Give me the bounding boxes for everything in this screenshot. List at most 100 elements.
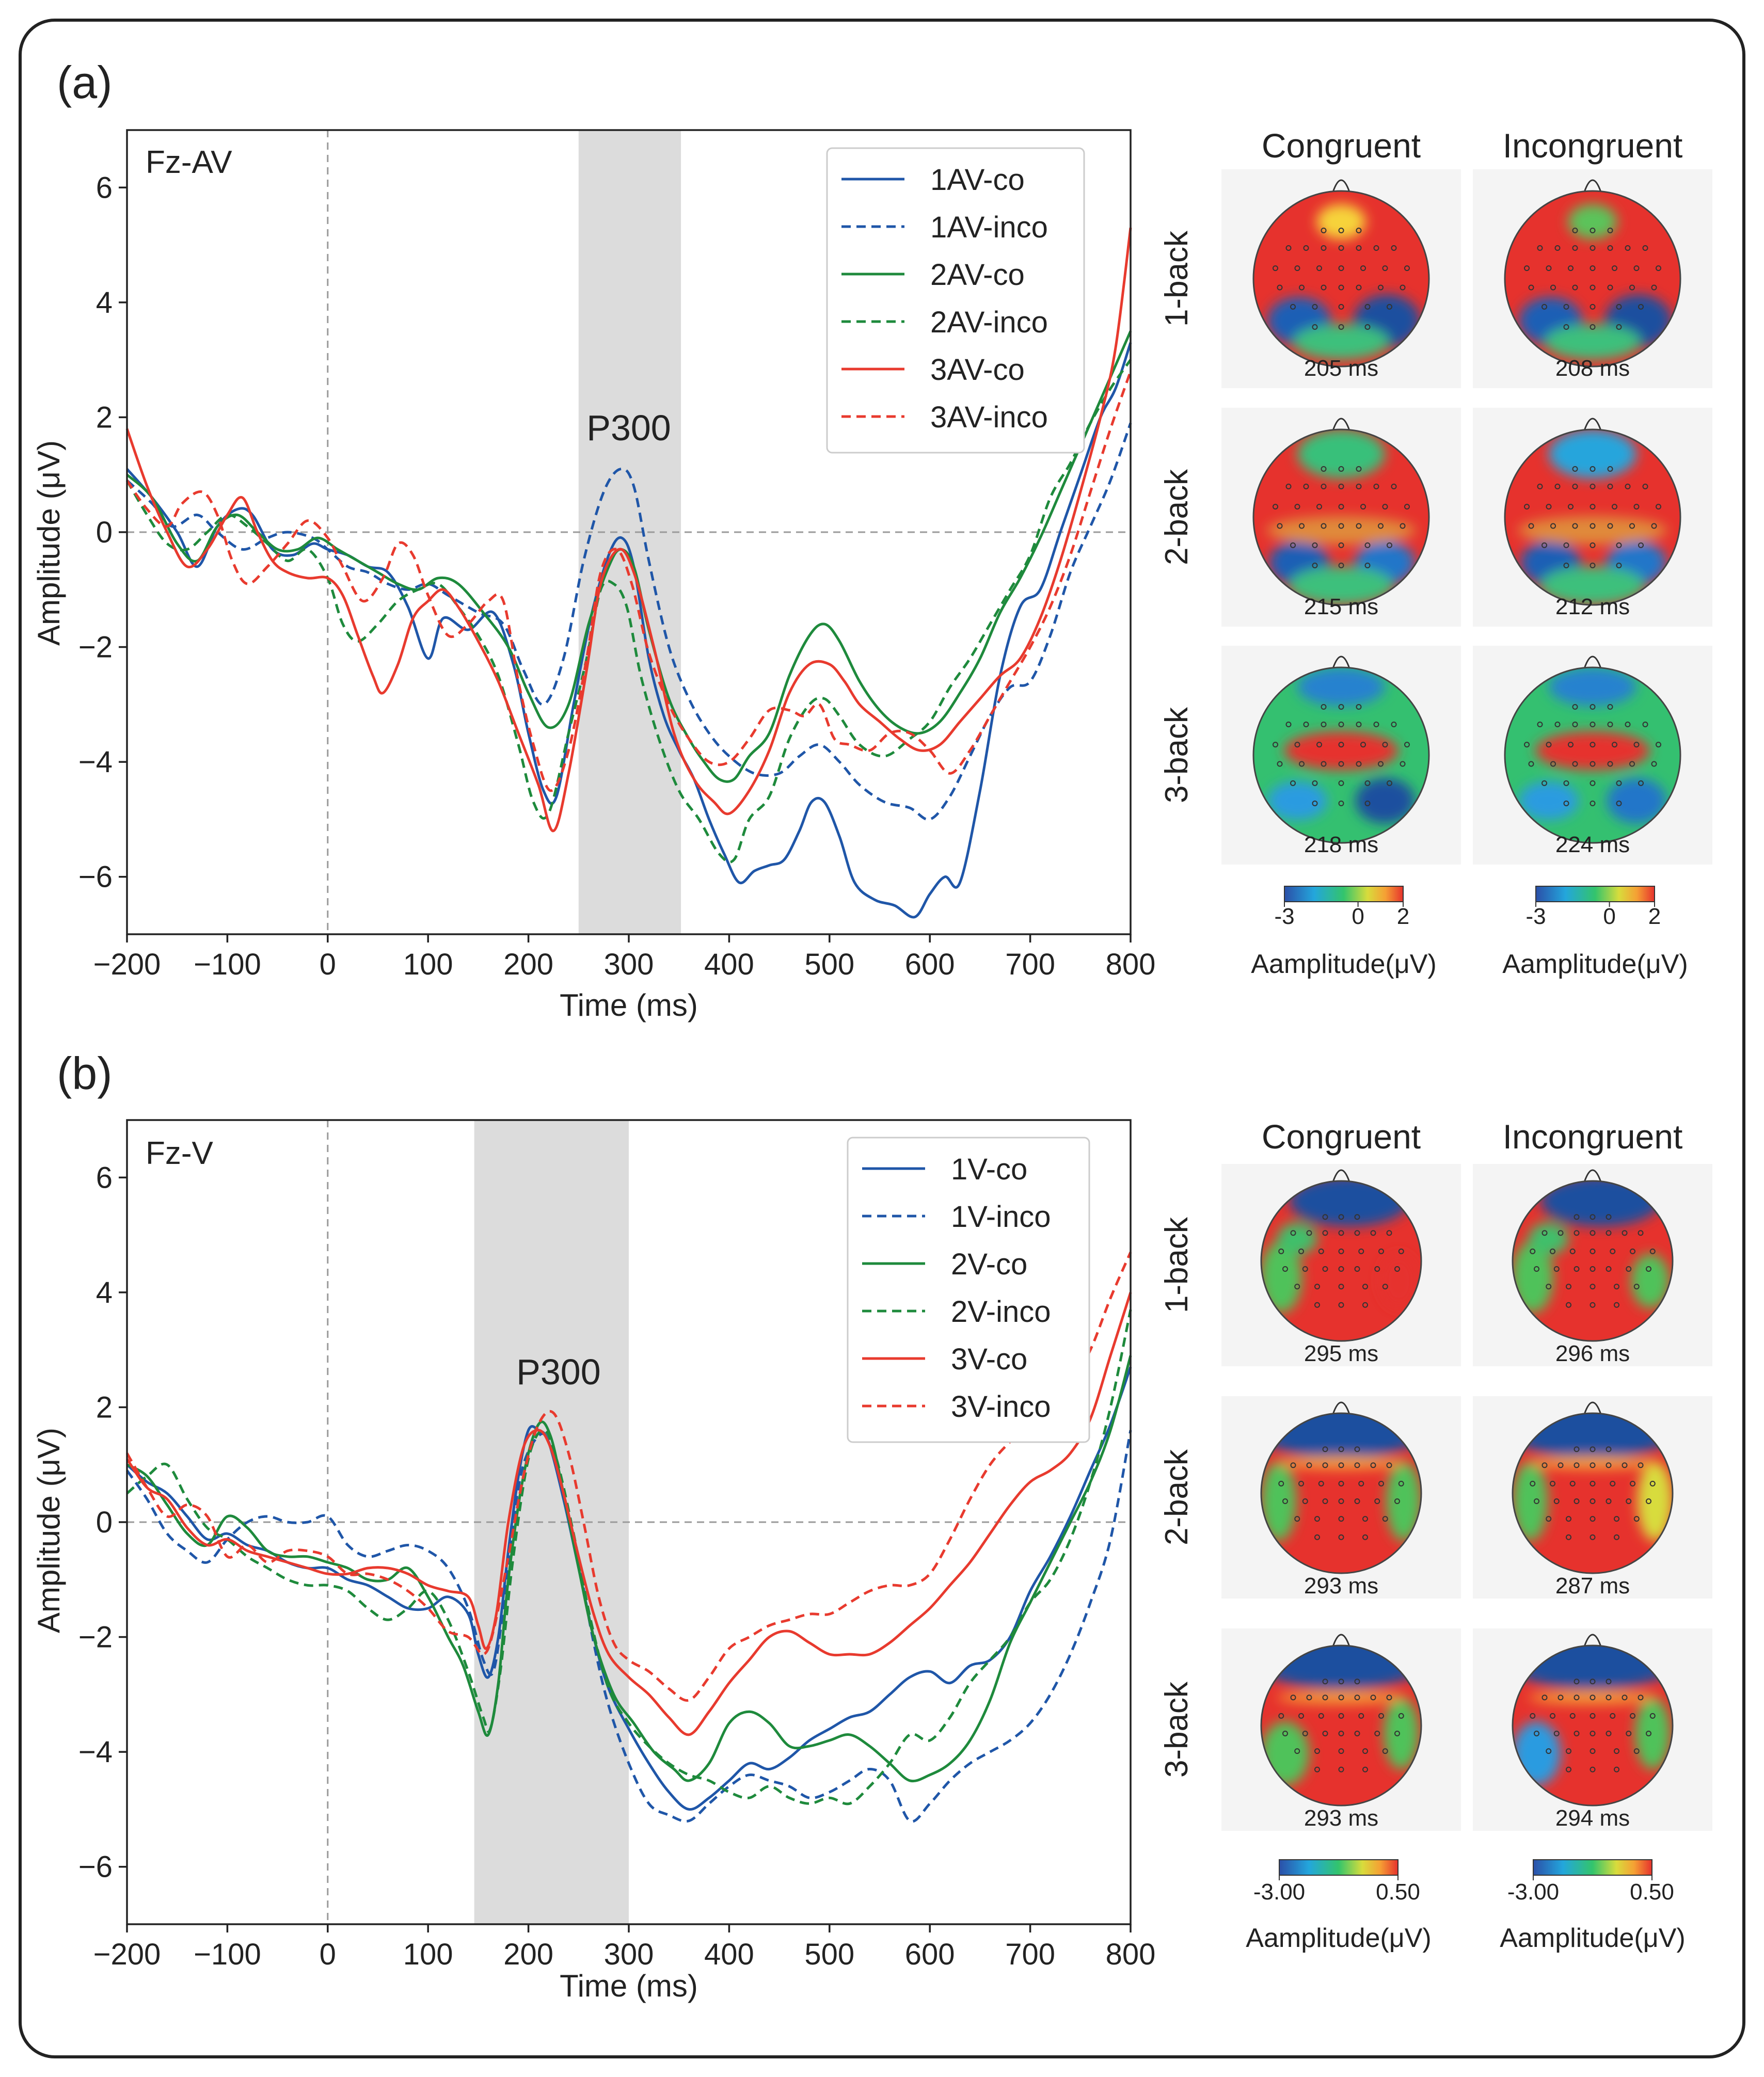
- topomap-column-title: Congruent: [1262, 1117, 1421, 1156]
- electrode-marker: [1400, 284, 1406, 291]
- scalp-activity-region: [1277, 1222, 1317, 1255]
- electrode-marker: [1607, 761, 1613, 767]
- electrode-marker: [1338, 1248, 1344, 1254]
- electrode-marker: [1338, 523, 1344, 529]
- electrode-marker: [1362, 1516, 1368, 1522]
- electrode-marker: [1590, 303, 1596, 310]
- scalp-activity-region: [1513, 1241, 1554, 1313]
- electrode-marker: [1338, 761, 1344, 767]
- x-tick-label: 700: [1005, 1938, 1055, 1971]
- electrode-marker: [1314, 1534, 1320, 1540]
- electrode-marker: [1318, 1713, 1324, 1719]
- legend-item: 3AV-inco: [841, 401, 1048, 434]
- electrode-marker: [1626, 1498, 1632, 1504]
- head-outline: [1504, 190, 1681, 368]
- colorbar-tick-label: -3: [1525, 904, 1546, 929]
- electrode-marker: [1554, 484, 1561, 489]
- electrode-marker: [1338, 1498, 1344, 1504]
- x-ticks-a: −200 −100 0 100 200 300 400 500 600 700 800: [93, 934, 1155, 981]
- nose-marker: [1583, 418, 1602, 431]
- electrode-marker: [1590, 1462, 1596, 1468]
- scalp-map: [1253, 429, 1429, 605]
- electrode-marker: [1629, 284, 1635, 291]
- electrode-marker: [1590, 504, 1596, 510]
- scalp-activity-region: [1535, 731, 1650, 770]
- scalp-activity-region: [1519, 781, 1579, 820]
- y-tick-label: 0: [96, 1506, 113, 1539]
- y-ticks-a: −6 −4 −2 0 2 4 6: [78, 171, 127, 894]
- electrode-marker: [1638, 303, 1644, 310]
- x-tick-label: 600: [905, 948, 955, 981]
- electrode-marker: [1646, 1498, 1651, 1504]
- electrode-marker: [1563, 303, 1569, 310]
- electrode-marker: [1362, 1766, 1368, 1772]
- electrode-marker: [1374, 1731, 1380, 1736]
- x-tick-label: 100: [403, 1938, 453, 1971]
- electrode-marker: [1616, 563, 1622, 568]
- electrode-marker: [1590, 466, 1596, 472]
- electrode-marker: [1590, 1214, 1596, 1220]
- electrode-marker: [1302, 1266, 1308, 1272]
- electrode-marker: [1298, 1713, 1304, 1719]
- electrode-marker: [1590, 1731, 1596, 1736]
- topomap-cell: 205 ms: [1221, 169, 1461, 388]
- electrode-marker: [1563, 780, 1569, 786]
- electrode-marker: [1563, 324, 1569, 330]
- electrode-marker: [1646, 1731, 1651, 1736]
- electrode-marker: [1338, 542, 1344, 548]
- electrode-marker: [1574, 1446, 1580, 1452]
- legend-item: 1AV-co: [841, 163, 1025, 197]
- x-tick-label: 600: [905, 1938, 955, 1971]
- electrode-marker: [1373, 722, 1379, 727]
- electrode-marker: [1378, 523, 1384, 529]
- legend-label: 2V-co: [951, 1248, 1027, 1281]
- electrode-marker: [1563, 563, 1569, 568]
- electrode-marker: [1630, 1248, 1635, 1254]
- electrode-marker: [1606, 1446, 1612, 1452]
- colorbar: -3 0 2 Aamplitude(μV): [1251, 886, 1437, 979]
- electrode-marker: [1386, 1230, 1392, 1236]
- electrode-marker: [1360, 742, 1366, 748]
- electrode-marker: [1550, 1713, 1555, 1719]
- electrode-marker: [1528, 761, 1534, 767]
- head-outline: [1504, 428, 1681, 606]
- electrode-marker: [1386, 1462, 1392, 1468]
- electrode-marker: [1362, 1284, 1368, 1290]
- electrode-marker: [1322, 1446, 1328, 1452]
- series-layer-b: [125, 1251, 1132, 1823]
- scalp-activity-region: [1518, 516, 1667, 545]
- electrode-marker: [1356, 523, 1362, 529]
- x-tick-label: −200: [93, 948, 161, 981]
- electrode-marker: [1572, 761, 1578, 767]
- x-tick-label: 300: [604, 948, 654, 981]
- electrode-marker: [1306, 1230, 1312, 1236]
- nose-marker: [1332, 1401, 1350, 1415]
- colorbar-tick-label: 0.50: [1630, 1879, 1674, 1905]
- electrode-marker: [1568, 742, 1574, 748]
- electrode-marker: [1312, 801, 1318, 806]
- topomap-time-label: 215 ms: [1304, 594, 1378, 619]
- colorbar: -3 0 2 Aamplitude(μV): [1502, 886, 1688, 979]
- electrode-marker: [1356, 722, 1362, 727]
- nose-marker: [1583, 656, 1602, 669]
- electrode-marker: [1398, 1713, 1404, 1719]
- colorbar-gradient: [1279, 1859, 1399, 1876]
- electrode-marker: [1316, 742, 1322, 748]
- electrode-marker: [1299, 761, 1305, 767]
- electrode-marker: [1572, 704, 1578, 710]
- electrode-marker: [1612, 742, 1617, 748]
- electrode-marker: [1574, 1230, 1580, 1236]
- scalp-map: [1261, 1413, 1421, 1573]
- scalp-map: [1505, 429, 1680, 605]
- electrode-marker: [1590, 523, 1596, 529]
- topomap-cell: 293 ms: [1221, 1628, 1461, 1831]
- electrode-marker: [1378, 1248, 1384, 1254]
- electrode-marker: [1590, 704, 1596, 710]
- electrode-marker: [1354, 1679, 1360, 1685]
- electrode-marker: [1294, 1748, 1300, 1754]
- legend-item: 1V-inco: [862, 1200, 1051, 1234]
- electrode-marker: [1590, 542, 1596, 548]
- y-tick-label: 4: [96, 286, 113, 319]
- electrode-marker: [1550, 1248, 1555, 1254]
